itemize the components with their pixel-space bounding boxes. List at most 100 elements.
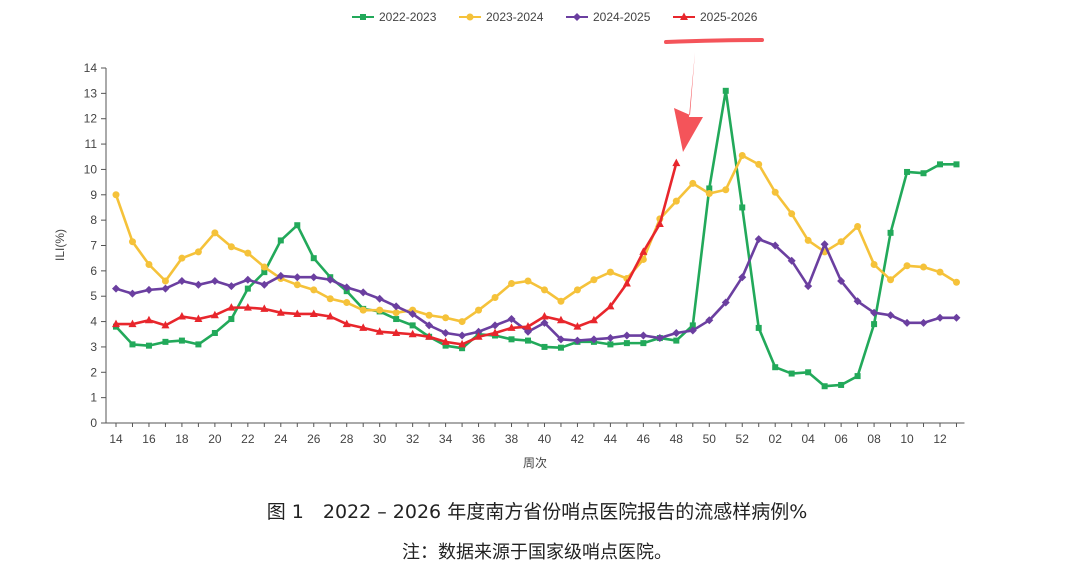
data-point [606, 301, 615, 310]
data-point [293, 273, 302, 282]
data-point [952, 313, 961, 322]
data-point [937, 161, 943, 168]
data-point [293, 309, 302, 317]
data-point [590, 276, 598, 284]
data-point [607, 341, 614, 348]
data-point [261, 269, 268, 276]
data-point [210, 277, 219, 285]
data-point [673, 337, 680, 344]
data-point [771, 188, 779, 196]
data-point [375, 294, 384, 303]
data-point [194, 280, 203, 289]
legend-marker-icon [680, 12, 688, 20]
data-point [260, 263, 268, 271]
y-tick-label: 4 [90, 315, 97, 329]
data-point [425, 321, 434, 330]
x-tick-label: 22 [241, 432, 255, 446]
legend-marker-icon [360, 14, 366, 20]
data-point [211, 229, 219, 237]
data-point [540, 312, 549, 320]
data-point [639, 331, 648, 340]
data-point [854, 373, 861, 380]
data-point [458, 318, 466, 326]
series-2025-2026 [112, 158, 681, 348]
data-point [425, 332, 434, 340]
data-point [540, 286, 548, 294]
legend-label: 2023-2024 [486, 10, 544, 24]
data-point [870, 261, 878, 269]
data-point [541, 343, 548, 350]
data-point [508, 280, 516, 288]
data-point [524, 322, 532, 330]
data-point [706, 185, 713, 192]
data-point [936, 268, 944, 276]
data-point [672, 328, 681, 337]
data-point [524, 277, 532, 285]
data-point [128, 238, 136, 246]
data-point [128, 289, 137, 298]
data-point [177, 277, 186, 285]
data-point [228, 316, 235, 323]
data-point [854, 222, 862, 230]
x-tick-label: 52 [736, 432, 750, 446]
y-tick-label: 7 [90, 239, 97, 253]
data-point [606, 334, 615, 343]
x-tick-label: 40 [538, 432, 552, 446]
data-point [162, 338, 169, 345]
data-point [474, 327, 483, 336]
data-point [738, 151, 746, 159]
data-point [573, 336, 582, 345]
data-point [953, 161, 960, 168]
data-point [393, 316, 400, 323]
data-point [342, 319, 351, 328]
series-line-2023-2024 [114, 154, 958, 323]
data-point [491, 293, 499, 301]
data-point [788, 370, 795, 377]
data-point [887, 276, 895, 284]
data-point [112, 191, 120, 199]
data-point [376, 306, 384, 314]
x-tick-label: 44 [604, 432, 618, 446]
data-point [573, 322, 582, 330]
x-tick-label: 04 [801, 432, 815, 446]
data-point [705, 316, 714, 325]
data-point [244, 249, 252, 257]
data-point [920, 170, 927, 177]
data-point [903, 318, 912, 327]
data-point [129, 341, 136, 348]
data-point [755, 160, 763, 168]
data-point [194, 314, 203, 323]
legend-label: 2025-2026 [700, 10, 758, 24]
data-point [375, 327, 384, 335]
data-point [705, 190, 713, 198]
data-point [459, 345, 466, 352]
data-point [771, 241, 780, 250]
y-tick-label: 13 [84, 86, 98, 100]
data-point [260, 304, 269, 312]
data-point [194, 248, 202, 256]
data-point [227, 303, 236, 311]
data-point [721, 298, 730, 307]
data-point [442, 314, 450, 322]
data-point [112, 284, 120, 293]
ili-line-chart: 2022-2023 2023-2024 2024-2025 2025-2026 012… [53, 10, 965, 470]
series-line-2024-2025 [115, 237, 957, 342]
data-point [589, 315, 598, 324]
data-source-note: 注：数据来源于国家级哨点医院。 [402, 542, 672, 563]
y-tick-label: 5 [90, 289, 97, 303]
data-point [491, 328, 500, 336]
data-point [507, 323, 516, 331]
data-point [556, 315, 565, 324]
y-tick-label: 0 [90, 416, 97, 430]
data-point [887, 229, 894, 236]
arrow-icon [674, 52, 703, 152]
data-point [540, 318, 549, 327]
data-point [161, 320, 170, 329]
data-point [952, 278, 960, 286]
data-point [326, 312, 335, 320]
data-point [458, 339, 467, 348]
x-tick-label: 46 [637, 432, 651, 446]
data-point [293, 281, 301, 289]
series-2024-2025 [112, 235, 961, 345]
